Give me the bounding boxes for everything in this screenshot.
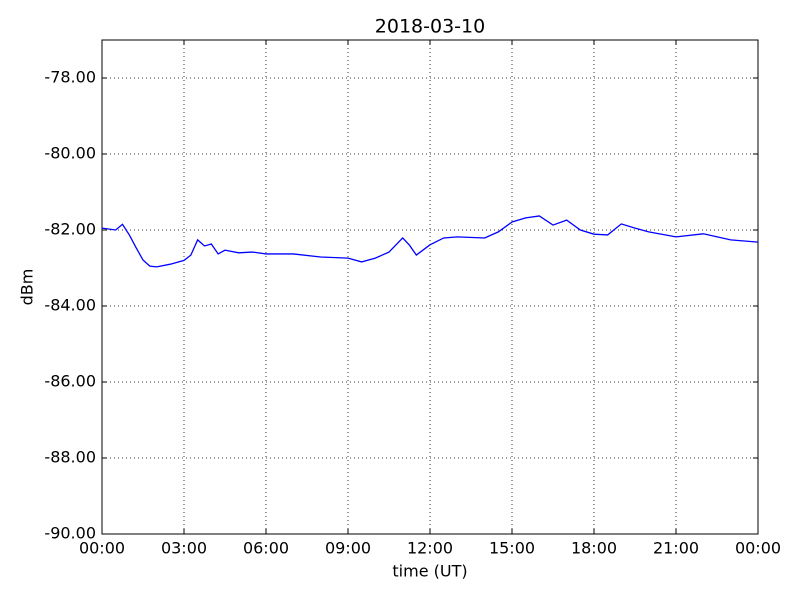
y-tick-label: -88.00 <box>44 448 96 467</box>
y-tick-label: -90.00 <box>44 524 96 543</box>
data-line <box>101 215 759 268</box>
y-axis-label: dBm <box>18 269 37 306</box>
x-tick-label: 12:00 <box>407 539 453 558</box>
x-tick-label: 09:00 <box>325 539 371 558</box>
x-tick-label: 18:00 <box>571 539 617 558</box>
x-tick-label: 00:00 <box>79 539 125 558</box>
x-tick-label: 15:00 <box>489 539 535 558</box>
x-tick-label: 21:00 <box>653 539 699 558</box>
x-tick-label: 03:00 <box>161 539 207 558</box>
x-tick-label: 06:00 <box>243 539 289 558</box>
y-tick-label: -84.00 <box>44 296 96 315</box>
y-tick-label: -86.00 <box>44 372 96 391</box>
plot-frame <box>101 39 759 535</box>
x-tick-label: 00:00 <box>735 539 781 558</box>
y-tick-label: -78.00 <box>44 68 96 87</box>
x-axis-label: time (UT) <box>392 562 467 581</box>
y-tick-label: -80.00 <box>44 144 96 163</box>
y-tick-label: -82.00 <box>44 220 96 239</box>
chart-title: 2018-03-10 <box>375 16 485 38</box>
